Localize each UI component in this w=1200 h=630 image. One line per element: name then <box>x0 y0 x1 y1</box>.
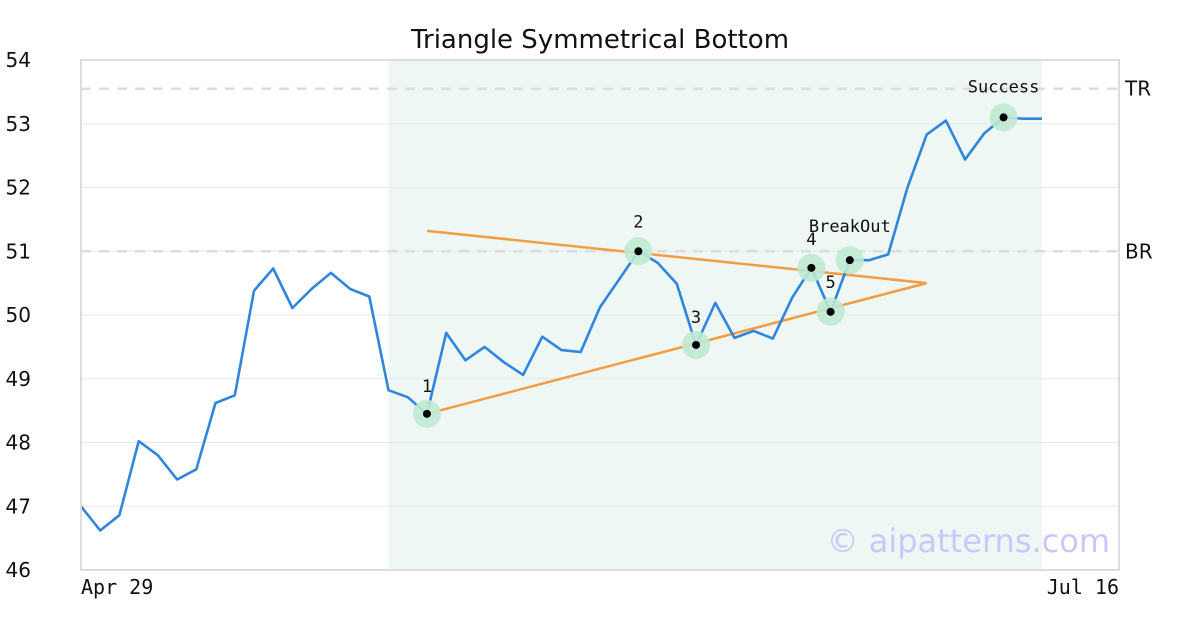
y-tick-label: 46 <box>6 558 31 582</box>
grid <box>81 59 1119 571</box>
x-tick-label: Apr 29 <box>81 575 153 599</box>
watermark: © aipatterns.com <box>827 522 1110 560</box>
marker-dot <box>845 256 854 265</box>
marker-dot <box>634 247 643 256</box>
y-axis-ticks: 46 47 48 49 50 51 52 53 54 <box>6 48 31 582</box>
marker-dot <box>422 409 431 418</box>
level-lines: TR BR <box>81 77 1153 263</box>
x-axis-ticks: Apr 29 Jul 16 <box>81 575 1119 599</box>
chart-title: Triangle Symmetrical Bottom <box>410 25 789 55</box>
pattern-markers: 1 2 3 4 5 BreakOut Success <box>412 77 1040 428</box>
annotation-label: BreakOut <box>809 217 891 237</box>
annotation-label: 2 <box>633 212 643 232</box>
level-label: BR <box>1125 239 1153 263</box>
annotation-label: Success <box>968 77 1040 97</box>
marker-dot <box>826 307 835 316</box>
annotation-label: 3 <box>691 308 701 328</box>
x-tick-label: Jul 16 <box>1047 575 1119 599</box>
marker-dot <box>692 340 701 349</box>
y-tick-label: 53 <box>6 112 31 136</box>
y-tick-label: 52 <box>6 176 31 200</box>
annotation-label: 4 <box>806 230 816 250</box>
y-tick-label: 48 <box>6 431 31 455</box>
annotation-label: 1 <box>422 377 432 397</box>
triangle-lower-line <box>426 281 927 416</box>
marker-dot <box>807 263 816 272</box>
y-tick-label: 54 <box>6 48 31 72</box>
plot-frame <box>80 59 1120 571</box>
annotation-label: 5 <box>825 273 835 293</box>
price-line <box>79 116 1042 532</box>
level-label: TR <box>1124 77 1151 101</box>
marker-dot <box>999 113 1008 122</box>
y-tick-label: 51 <box>6 239 31 263</box>
y-tick-label: 47 <box>6 494 31 518</box>
y-tick-label: 50 <box>6 303 31 327</box>
y-tick-label: 49 <box>6 367 31 391</box>
